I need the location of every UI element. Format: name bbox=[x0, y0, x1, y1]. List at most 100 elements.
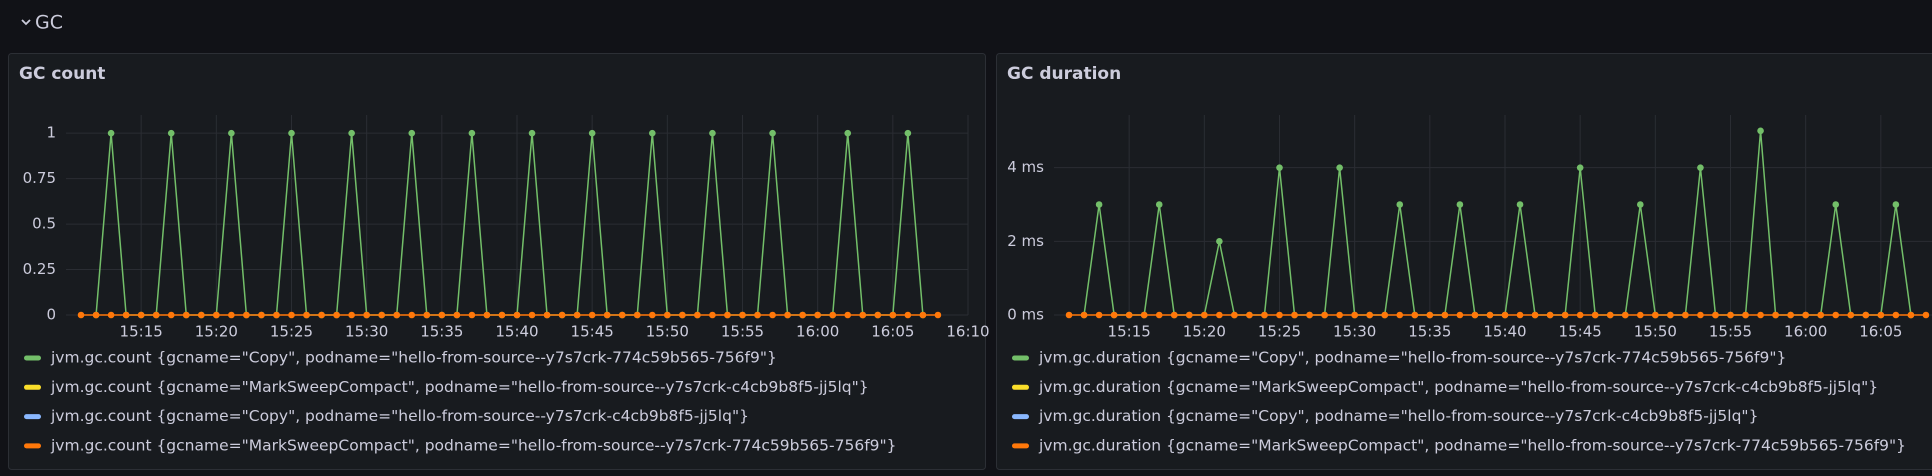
y-tick-label: 1 bbox=[46, 124, 56, 142]
data-point bbox=[739, 311, 746, 319]
legend-label: jvm.gc.count {gcname="MarkSweepCompact",… bbox=[50, 378, 869, 396]
x-tick-label: 15:55 bbox=[721, 323, 764, 341]
legend-label: jvm.gc.count {gcname="Copy", podname="he… bbox=[50, 349, 777, 367]
data-point bbox=[934, 311, 942, 319]
data-point bbox=[829, 311, 836, 319]
y-tick-label: 0.25 bbox=[23, 260, 56, 278]
data-point bbox=[844, 129, 852, 137]
legend-label: jvm.gc.duration {gcname="MarkSweepCompac… bbox=[1038, 378, 1878, 396]
data-point bbox=[1065, 311, 1073, 319]
data-point bbox=[588, 311, 596, 319]
data-point bbox=[363, 311, 370, 319]
section-title[interactable]: GC bbox=[35, 12, 63, 34]
data-point bbox=[318, 311, 325, 319]
y-tick-label: 0.75 bbox=[23, 169, 56, 187]
x-tick-label: 15:45 bbox=[1559, 323, 1602, 341]
data-point bbox=[513, 311, 521, 319]
x-tick-label: 15:35 bbox=[1408, 323, 1451, 341]
data-point bbox=[1621, 311, 1629, 319]
data-point bbox=[453, 311, 461, 319]
data-point bbox=[1757, 311, 1764, 319]
data-point bbox=[649, 311, 656, 319]
data-point bbox=[1516, 311, 1524, 319]
data-point bbox=[1471, 311, 1479, 319]
x-tick-label: 15:25 bbox=[270, 323, 313, 341]
data-point bbox=[1847, 311, 1855, 319]
data-point bbox=[844, 311, 852, 319]
collapse-chevron[interactable] bbox=[21, 19, 31, 26]
data-point bbox=[1606, 311, 1614, 319]
data-point bbox=[603, 311, 611, 319]
data-point bbox=[1697, 164, 1704, 171]
data-point bbox=[1862, 311, 1870, 319]
data-point bbox=[679, 311, 686, 319]
data-point bbox=[1576, 164, 1584, 171]
data-point bbox=[438, 311, 446, 319]
data-point bbox=[874, 311, 882, 319]
legend-label: jvm.gc.duration {gcname="Copy", podname=… bbox=[1038, 407, 1758, 425]
data-point bbox=[107, 129, 115, 137]
data-point bbox=[558, 311, 566, 319]
data-point bbox=[1140, 311, 1148, 319]
x-tick-label: 15:20 bbox=[1183, 323, 1226, 341]
data-point bbox=[243, 311, 250, 319]
data-point bbox=[904, 311, 912, 319]
data-point bbox=[1291, 311, 1298, 319]
legend-marker bbox=[1012, 355, 1029, 361]
data-point bbox=[1276, 164, 1283, 171]
legend-label: jvm.gc.count {gcname="MarkSweepCompact",… bbox=[50, 436, 897, 454]
data-point bbox=[1742, 311, 1749, 319]
data-point bbox=[1456, 311, 1464, 319]
data-point bbox=[1125, 311, 1133, 319]
data-point bbox=[784, 311, 791, 319]
data-point bbox=[1216, 238, 1223, 245]
x-tick-label: 16:00 bbox=[796, 323, 839, 341]
data-point bbox=[1637, 201, 1644, 208]
data-point bbox=[258, 311, 265, 319]
data-point bbox=[213, 311, 220, 319]
data-point bbox=[1576, 311, 1584, 319]
data-point bbox=[228, 129, 235, 137]
data-point bbox=[122, 311, 130, 319]
data-point bbox=[769, 129, 776, 137]
data-point bbox=[1170, 311, 1178, 319]
legend-marker bbox=[24, 384, 41, 390]
legend-marker bbox=[24, 443, 41, 449]
data-point bbox=[107, 311, 115, 319]
data-point bbox=[1246, 311, 1253, 319]
data-point bbox=[1501, 311, 1509, 319]
data-point bbox=[724, 311, 731, 319]
data-point bbox=[1907, 311, 1915, 319]
data-point bbox=[1652, 311, 1659, 319]
legend-marker bbox=[24, 355, 41, 361]
data-point bbox=[1486, 311, 1494, 319]
data-point bbox=[1456, 201, 1464, 208]
data-point bbox=[1110, 311, 1118, 319]
y-tick-label: 4 ms bbox=[1007, 158, 1044, 176]
data-point bbox=[1321, 311, 1328, 319]
data-point bbox=[1516, 201, 1524, 208]
data-point bbox=[1922, 311, 1930, 319]
data-point bbox=[573, 311, 581, 319]
panel-title: GC duration bbox=[1007, 64, 1121, 84]
data-point bbox=[348, 129, 355, 137]
data-point bbox=[468, 129, 476, 137]
data-point bbox=[1411, 311, 1419, 319]
data-point bbox=[1832, 311, 1840, 319]
data-point bbox=[1216, 311, 1223, 319]
legend-label: jvm.gc.duration {gcname="MarkSweepCompac… bbox=[1038, 436, 1906, 454]
data-point bbox=[1231, 311, 1238, 319]
x-tick-label: 15:45 bbox=[571, 323, 614, 341]
data-point bbox=[1727, 311, 1734, 319]
data-point bbox=[919, 311, 927, 319]
y-tick-label: 2 ms bbox=[1007, 232, 1044, 250]
x-tick-label: 15:35 bbox=[420, 323, 463, 341]
data-point bbox=[1276, 311, 1283, 319]
data-point bbox=[694, 311, 701, 319]
data-point bbox=[889, 311, 897, 319]
x-tick-label: 15:30 bbox=[345, 323, 388, 341]
data-point bbox=[228, 311, 235, 319]
data-point bbox=[1682, 311, 1689, 319]
data-point bbox=[1306, 311, 1313, 319]
